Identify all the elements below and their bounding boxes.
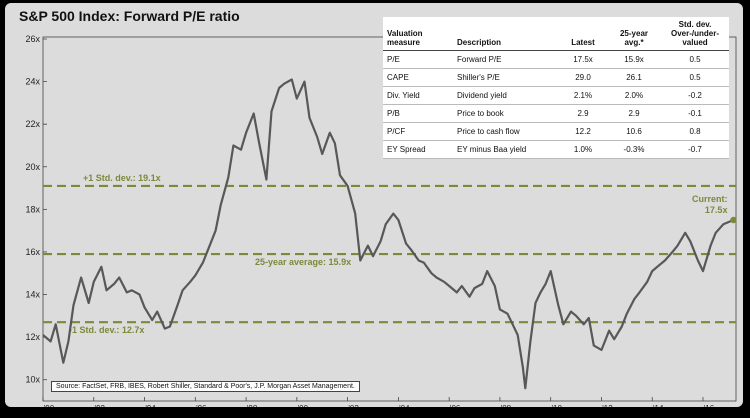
cell-latest: 17.5x — [559, 50, 607, 69]
cell-description: EY minus Baa yield — [453, 140, 559, 159]
x-tick-label: '96 — [196, 404, 207, 407]
y-tick-label: 22x — [25, 119, 40, 129]
current-point — [730, 216, 737, 224]
x-tick-label: '06 — [450, 404, 461, 407]
cell-stddev: 0.5 — [661, 50, 729, 69]
y-tick-label: 14x — [25, 290, 40, 300]
y-tick-label: 24x — [25, 77, 40, 87]
cell-stddev: -0.2 — [661, 86, 729, 105]
x-tick-label: '94 — [145, 404, 156, 407]
cell-avg: 26.1 — [607, 68, 661, 87]
cell-avg: -0.3% — [607, 140, 661, 159]
table-header-avg: 25-year avg.* — [607, 17, 661, 51]
x-tick-label: '12 — [602, 404, 613, 407]
table-row: EY Spread EY minus Baa yield 1.0% -0.3% -0.7 — [383, 140, 729, 159]
table-row: P/CF Price to cash flow 12.2 10.6 0.8 — [383, 122, 729, 141]
x-tick-label: '98 — [247, 404, 258, 407]
cell-latest: 1.0% — [559, 140, 607, 159]
cell-avg: 2.0% — [607, 86, 661, 105]
current-value-label: 17.5x — [705, 205, 728, 215]
valuation-table-body: P/E Forward P/E 17.5x 15.9x 0.5 CAPE Shiller's… — [383, 50, 729, 159]
forward-pe-line — [42, 78, 734, 390]
chart-svg: +1 Std. dev.: 19.1x 25-year average: 15.9… — [25, 34, 737, 407]
cell-avg: 10.6 — [607, 122, 661, 141]
table-row: P/E Forward P/E 17.5x 15.9x 0.5 — [383, 50, 729, 69]
cell-stddev: -0.7 — [661, 140, 729, 159]
current-label: Current: — [692, 194, 728, 204]
cell-description: Dividend yield — [453, 86, 559, 105]
x-tick-label: '16 — [704, 404, 715, 407]
reference-line-label: +1 Std. dev.: 19.1x — [83, 173, 161, 183]
y-tick-label: 16x — [25, 247, 40, 257]
source-note: Source: FactSet, FRB, IBES, Robert Shill… — [51, 381, 360, 392]
cell-measure: P/CF — [383, 122, 453, 141]
cell-description: Shiller's P/E — [453, 68, 559, 87]
table-header-description: Description — [453, 17, 559, 51]
x-tick-label: '90 — [44, 404, 55, 407]
cell-measure: P/B — [383, 104, 453, 123]
cell-description: Price to cash flow — [453, 122, 559, 141]
y-tick-label: 26x — [25, 34, 40, 44]
y-tick-label: 10x — [25, 375, 40, 385]
x-tick-label: '02 — [348, 404, 359, 407]
chart-frame: +1 Std. dev.: 19.1x 25-year average: 15.9… — [5, 3, 743, 407]
x-tick-label: '10 — [551, 404, 562, 407]
cell-stddev: 0.8 — [661, 122, 729, 141]
reference-line-label: 25-year average: 15.9x — [255, 257, 351, 267]
cell-latest: 29.0 — [559, 68, 607, 87]
cell-measure: CAPE — [383, 68, 453, 87]
table-header-measure: Valuation measure — [383, 17, 453, 51]
valuation-table: Valuation measure Description Latest 25-… — [383, 17, 729, 159]
cell-avg: 2.9 — [607, 104, 661, 123]
cell-measure: P/E — [383, 50, 453, 69]
table-row: Div. Yield Dividend yield 2.1% 2.0% -0.2 — [383, 86, 729, 105]
x-tick-label: '04 — [399, 404, 410, 407]
x-tick-label: '14 — [653, 404, 664, 407]
x-tick-label: '08 — [501, 404, 512, 407]
cell-measure: Div. Yield — [383, 86, 453, 105]
cell-avg: 15.9x — [607, 50, 661, 69]
cell-stddev: 0.5 — [661, 68, 729, 87]
table-row: CAPE Shiller's P/E 29.0 26.1 0.5 — [383, 68, 729, 87]
chart-title: S&P 500 Index: Forward P/E ratio — [19, 8, 240, 24]
y-tick-label: 12x — [25, 332, 40, 342]
y-tick-label: 18x — [25, 204, 40, 214]
cell-description: Price to book — [453, 104, 559, 123]
cell-latest: 2.9 — [559, 104, 607, 123]
x-tick-label: '92 — [95, 404, 106, 407]
x-tick-label: '00 — [298, 404, 309, 407]
cell-stddev: -0.1 — [661, 104, 729, 123]
table-header-latest: Latest — [559, 17, 607, 51]
cell-description: Forward P/E — [453, 50, 559, 69]
cell-measure: EY Spread — [383, 140, 453, 159]
table-header-stddev: Std. dev. Over-/under-valued — [661, 17, 729, 51]
y-tick-label: 20x — [25, 162, 40, 172]
reference-line-label: -1 Std. dev.: 12.7x — [69, 325, 144, 335]
cell-latest: 2.1% — [559, 86, 607, 105]
valuation-table-header-row: Valuation measure Description Latest 25-… — [383, 17, 729, 51]
table-row: P/B Price to book 2.9 2.9 -0.1 — [383, 104, 729, 123]
cell-latest: 12.2 — [559, 122, 607, 141]
